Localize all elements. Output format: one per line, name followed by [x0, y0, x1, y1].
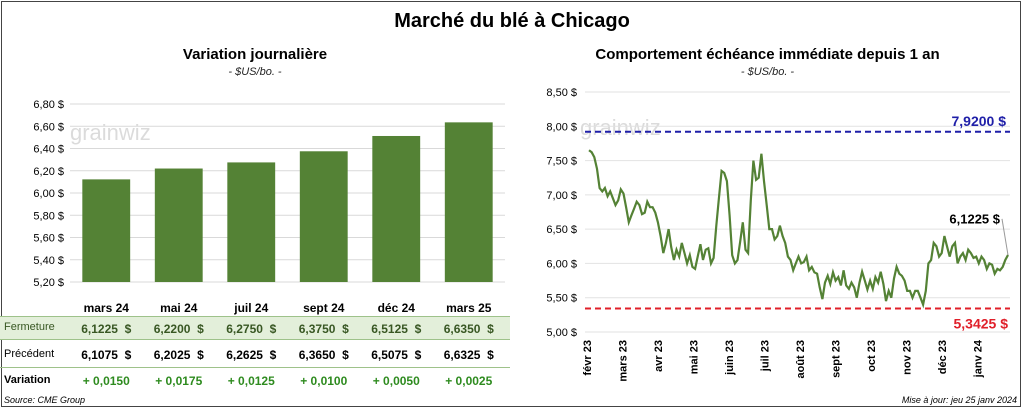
watermark-logo: grainwiz — [70, 120, 151, 145]
table-row-fermeture — [0, 316, 510, 340]
price-series-line — [588, 149, 1009, 309]
max-value-label: 7,9200 $ — [952, 113, 1007, 129]
row-label-precedent: Précédent — [4, 348, 55, 360]
line-chart-title: Comportement échéance immédiate depuis 1… — [595, 46, 940, 63]
bar-ytick-label: 5,20 $ — [33, 277, 64, 289]
line-ytick-label: 6,00 $ — [546, 258, 577, 270]
bar-chart: grainwiz 5,20 $ 5,40 $ 5,60 $ 5,80 $ 6,00 $ 6… — [33, 99, 505, 315]
table-cell-fermeture: 6,6350 $ — [443, 322, 494, 336]
bar-ytick-label: 6,40 $ — [33, 144, 64, 156]
bar-xtick-label: sept 24 — [303, 301, 345, 315]
line-xtick-label: juin 23 — [724, 340, 736, 376]
table-cell-precedent: 6,3650 $ — [298, 348, 349, 362]
bar-6 — [444, 122, 493, 282]
line-xtick-label: avr 23 — [653, 340, 665, 372]
line-xtick-label: janv 24 — [973, 339, 985, 378]
main-title: Marché du blé à Chicago — [394, 10, 630, 32]
table-cell-variation: + 0,0025 — [445, 374, 493, 388]
bar-chart-title: Variation journalière — [182, 46, 328, 63]
line-xtick-label: févr 23 — [582, 340, 594, 375]
table-cell-precedent: 6,2625 $ — [226, 348, 277, 362]
table-cell-variation: + 0,0125 — [227, 374, 275, 388]
watermark-text: grainwiz — [580, 115, 661, 140]
bar-ytick-label: 5,40 $ — [33, 255, 64, 267]
line-ytick-label: 7,00 $ — [546, 190, 577, 202]
watermark-text: grainwiz — [70, 120, 151, 145]
bar-ytick-label: 5,80 $ — [33, 210, 64, 222]
bar-xtick-label: mars 25 — [446, 301, 492, 315]
bar-xtick-label: mars 24 — [84, 301, 130, 315]
table-cell-fermeture: 6,3750 $ — [298, 322, 349, 336]
line-ytick-label: 5,50 $ — [546, 293, 577, 305]
bar-chart-unit: - $US/bo. - — [228, 66, 282, 78]
line-xtick-label: nov 23 — [902, 340, 914, 375]
table-cell-precedent: 6,2025 $ — [153, 348, 204, 362]
table-cell-precedent: 6,5075 $ — [371, 348, 422, 362]
table-cell-variation: + 0,0175 — [155, 374, 203, 388]
bar-2 — [154, 168, 203, 282]
bar-ytick-label: 6,00 $ — [33, 188, 64, 200]
table-cell-variation: + 0,0100 — [300, 374, 348, 388]
table-cell-fermeture: 6,2200 $ — [153, 322, 204, 336]
bar-5 — [372, 135, 421, 282]
table-separator — [0, 367, 510, 368]
bar-xtick-label: juil 24 — [233, 301, 268, 315]
line-xtick-label: août 23 — [795, 340, 807, 379]
bar-xtick-label: déc 24 — [378, 301, 416, 315]
line-ytick-label: 6,50 $ — [546, 224, 577, 236]
line-xtick-label: juil 23 — [760, 340, 772, 372]
line-ytick-label: 5,00 $ — [546, 327, 577, 339]
table-cell-precedent: 6,1075 $ — [81, 348, 132, 362]
last-value-leader-line — [1001, 218, 1009, 256]
table-cell-variation: + 0,0050 — [372, 374, 420, 388]
bar-1 — [82, 179, 131, 282]
bar-ytick-label: 5,60 $ — [33, 233, 64, 245]
line-xtick-label: oct 23 — [866, 340, 878, 372]
watermark-logo: grainwiz — [580, 115, 661, 140]
line-chart-unit: - $US/bo. - — [740, 66, 795, 78]
bar-ytick-label: 6,80 $ — [33, 99, 64, 111]
table-cell-fermeture: 6,5125 $ — [371, 322, 422, 336]
table-cell-fermeture: 6,1225 $ — [81, 322, 132, 336]
line-ytick-label: 8,50 $ — [546, 87, 577, 99]
source-note: Source: CME Group — [4, 395, 86, 405]
line-chart: grainwiz 5,00 $ 5,50 $ 6,00 $ 6,50 $ 7,00 $ 7… — [546, 87, 1010, 382]
line-xtick-label: mai 23 — [689, 340, 701, 374]
bar-4 — [299, 151, 348, 282]
row-label-fermeture: Fermeture — [4, 321, 55, 333]
bar-xtick-label: mai 24 — [160, 301, 198, 315]
min-value-label: 5,3425 $ — [954, 316, 1009, 332]
line-ytick-label: 7,50 $ — [546, 156, 577, 168]
update-note: Mise à jour: jeu 25 janv 2024 — [901, 395, 1017, 405]
line-xtick-label: déc 23 — [937, 340, 949, 374]
last-value-label: 6,1225 $ — [949, 212, 1000, 227]
table-cell-precedent: 6,6325 $ — [443, 348, 494, 362]
table-cell-fermeture: 6,2750 $ — [226, 322, 277, 336]
line-ytick-label: 8,00 $ — [546, 121, 577, 133]
line-xtick-label: sept 23 — [831, 340, 843, 378]
bar-ytick-label: 6,20 $ — [33, 166, 64, 178]
line-xtick-label: mars 23 — [618, 340, 630, 382]
row-label-variation: Variation — [4, 374, 51, 386]
bar-ytick-label: 6,60 $ — [33, 121, 64, 133]
bar-3 — [227, 162, 276, 282]
table-cell-variation: + 0,0150 — [82, 374, 130, 388]
